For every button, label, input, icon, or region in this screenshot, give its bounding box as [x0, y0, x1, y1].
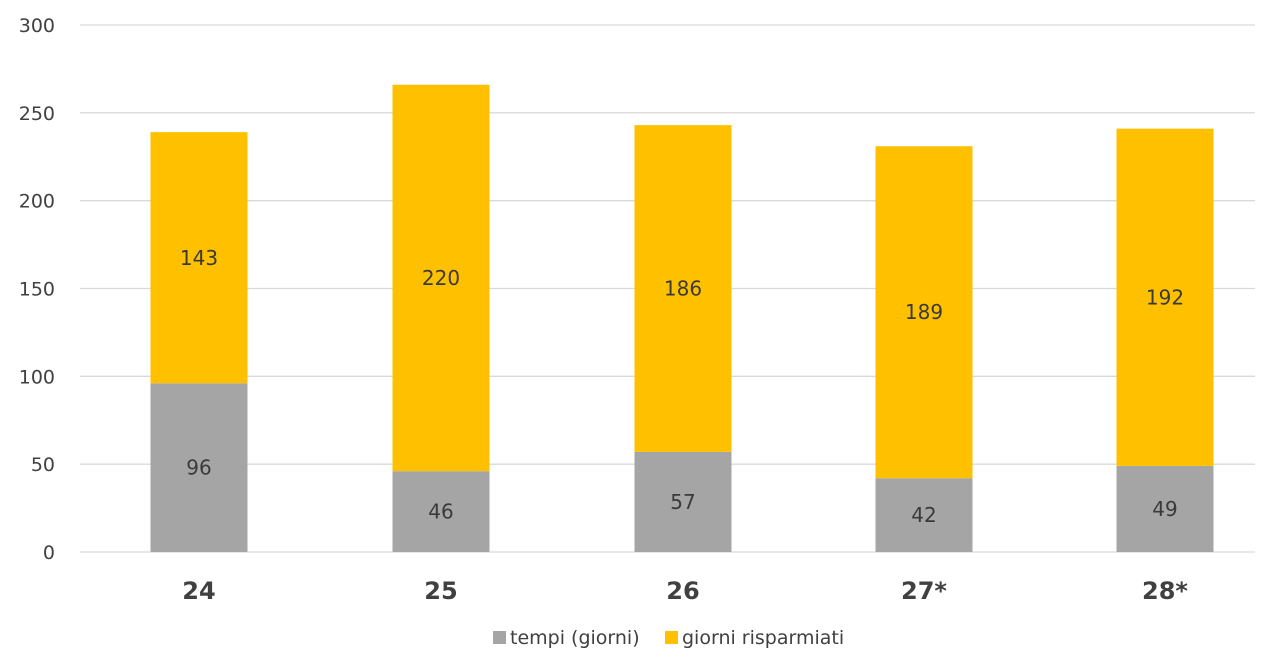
y-tick-label: 250	[19, 103, 55, 125]
y-tick-label: 100	[19, 366, 55, 388]
x-axis: 24 25 26 27* 28*	[182, 577, 1188, 605]
data-label: 42	[911, 503, 936, 527]
x-tick-label: 28*	[1142, 577, 1188, 605]
legend-swatch	[665, 631, 678, 644]
data-label: 192	[1146, 285, 1184, 309]
bar-segment-tempi	[875, 478, 973, 552]
bar-segment-risparmiati	[634, 125, 732, 452]
data-label: 189	[905, 300, 943, 324]
bar-segment-tempi	[150, 383, 248, 552]
data-label: 57	[670, 490, 695, 514]
bar-segment-risparmiati	[1116, 128, 1214, 466]
y-tick-label: 50	[31, 454, 55, 476]
y-tick-label: 150	[19, 279, 55, 301]
x-tick-label: 27*	[901, 577, 947, 605]
data-label: 96	[186, 456, 211, 480]
y-tick-label: 0	[43, 542, 55, 564]
data-label: 46	[428, 500, 453, 524]
bar-segment-tempi	[392, 471, 490, 552]
data-label: 143	[180, 246, 218, 270]
y-tick-label: 300	[19, 15, 55, 37]
legend: tempi (giorni) giorni risparmiati	[493, 627, 844, 649]
data-label: 220	[422, 266, 460, 290]
y-axis: 0 50 100 150 200 250 300	[19, 15, 55, 564]
bar-segment-risparmiati	[875, 146, 973, 479]
bar-segment-risparmiati	[150, 132, 248, 384]
legend-label: giorni risparmiati	[682, 627, 844, 649]
y-tick-label: 200	[19, 191, 55, 213]
x-tick-label: 25	[424, 577, 457, 605]
data-label: 49	[1152, 497, 1177, 521]
legend-label: tempi (giorni)	[510, 627, 640, 649]
bars: 96 143 46 220 57 186 42 189 49 192	[150, 84, 1214, 552]
data-label: 186	[664, 277, 702, 301]
bar-segment-risparmiati	[392, 84, 490, 472]
x-tick-label: 26	[666, 577, 699, 605]
legend-swatch	[493, 631, 506, 644]
x-tick-label: 24	[182, 577, 215, 605]
bar-segment-tempi	[1116, 465, 1214, 552]
bar-segment-tempi	[634, 451, 732, 552]
